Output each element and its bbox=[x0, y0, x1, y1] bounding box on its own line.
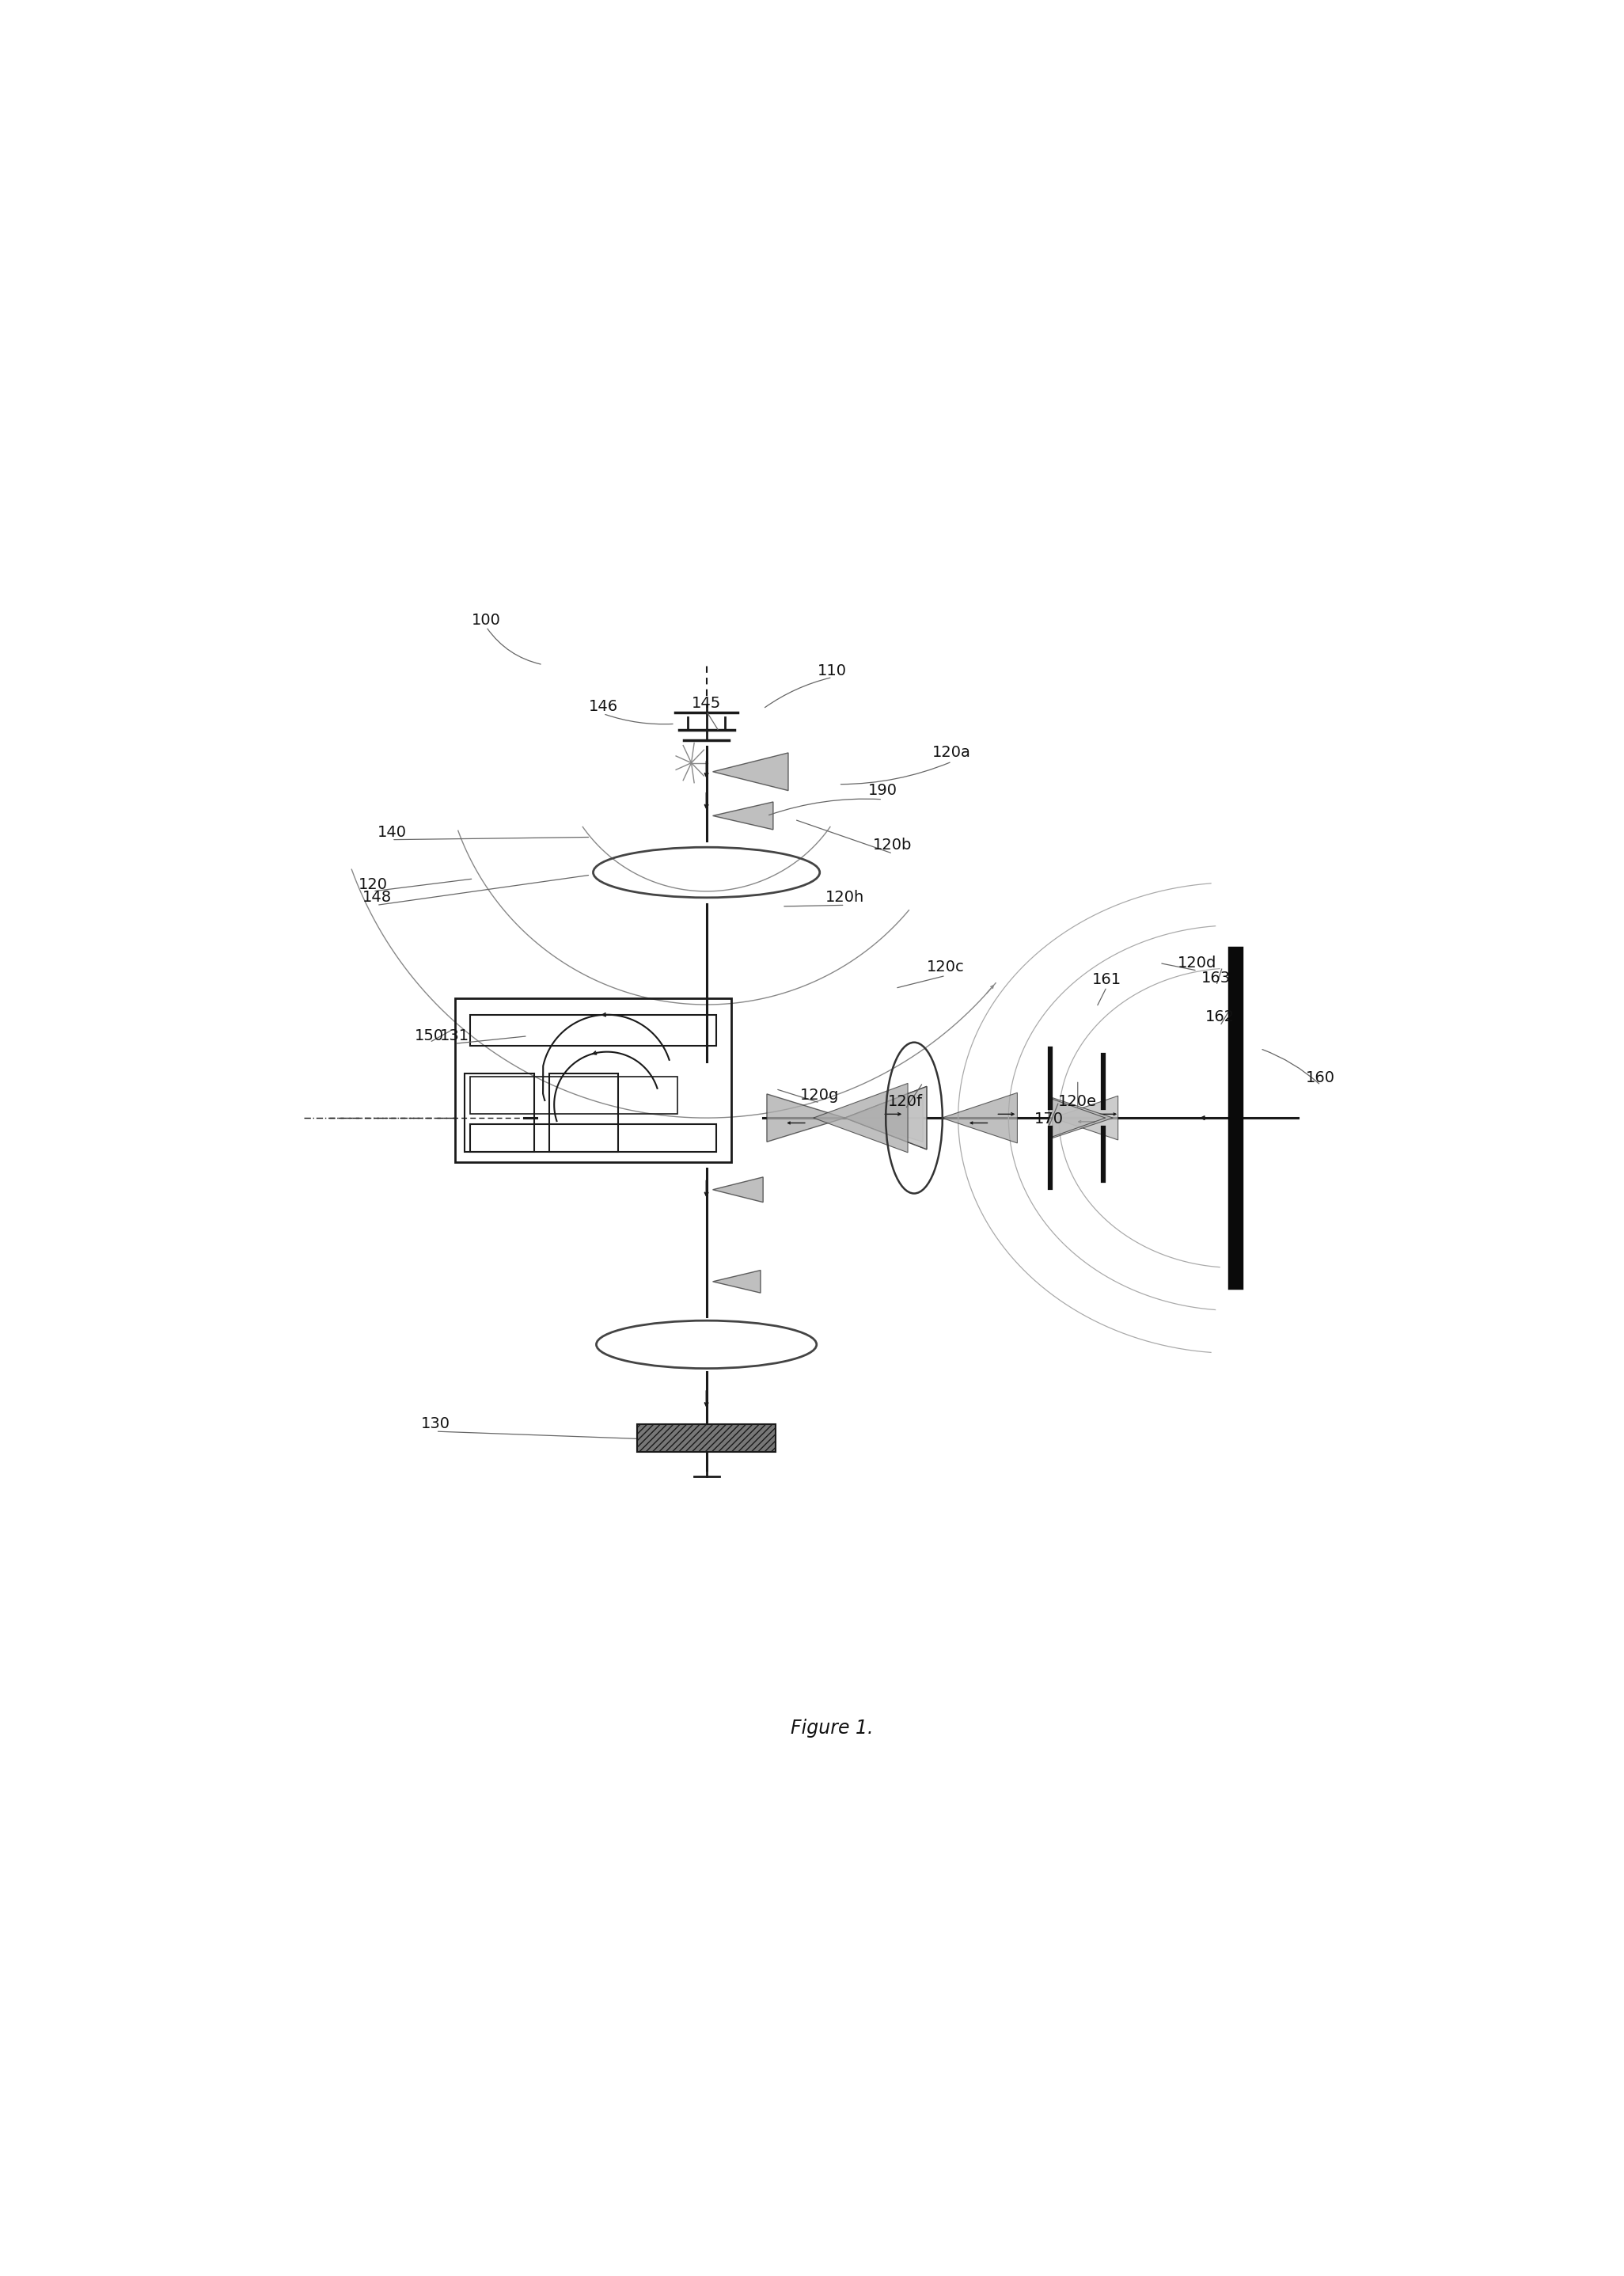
Text: 145: 145 bbox=[692, 696, 721, 710]
Text: 120c: 120c bbox=[927, 958, 965, 974]
Text: 120g: 120g bbox=[801, 1088, 840, 1104]
Text: 120b: 120b bbox=[874, 838, 913, 851]
Polygon shape bbox=[767, 1095, 844, 1143]
Polygon shape bbox=[942, 1092, 1017, 1143]
Text: Figure 1.: Figure 1. bbox=[791, 1718, 874, 1739]
Polygon shape bbox=[1052, 1095, 1117, 1140]
Text: 190: 190 bbox=[867, 783, 898, 799]
Text: 120f: 120f bbox=[888, 1095, 922, 1108]
Polygon shape bbox=[844, 1086, 927, 1149]
Bar bbox=[637, 1425, 776, 1452]
Polygon shape bbox=[1052, 1097, 1112, 1138]
Bar bbox=[455, 999, 731, 1163]
Text: 120: 120 bbox=[359, 879, 388, 892]
Text: 146: 146 bbox=[588, 699, 617, 715]
Text: 120a: 120a bbox=[932, 744, 971, 760]
Text: 100: 100 bbox=[471, 612, 500, 628]
Text: 162: 162 bbox=[1205, 1011, 1234, 1024]
Bar bbox=[464, 1074, 534, 1152]
Polygon shape bbox=[713, 801, 773, 831]
Text: 170: 170 bbox=[1034, 1111, 1064, 1127]
Text: 120h: 120h bbox=[825, 890, 864, 906]
Text: 163: 163 bbox=[1202, 970, 1231, 986]
Text: 110: 110 bbox=[817, 662, 848, 678]
Bar bbox=[469, 1077, 677, 1115]
Bar bbox=[469, 1124, 716, 1152]
Text: 140: 140 bbox=[377, 824, 406, 840]
Polygon shape bbox=[844, 1095, 922, 1143]
Polygon shape bbox=[1049, 1097, 1106, 1138]
Text: 120d: 120d bbox=[1177, 956, 1216, 970]
Polygon shape bbox=[814, 1083, 908, 1152]
Text: 120e: 120e bbox=[1059, 1095, 1098, 1108]
Polygon shape bbox=[713, 1177, 763, 1202]
Text: 130: 130 bbox=[421, 1416, 450, 1432]
Polygon shape bbox=[713, 1270, 760, 1293]
Text: 161: 161 bbox=[1091, 972, 1121, 988]
Text: 150: 150 bbox=[414, 1029, 445, 1045]
Text: 160: 160 bbox=[1306, 1070, 1335, 1086]
Text: 148: 148 bbox=[362, 890, 391, 906]
Bar bbox=[549, 1074, 619, 1152]
Bar bbox=[469, 1015, 716, 1047]
Polygon shape bbox=[713, 753, 788, 790]
Polygon shape bbox=[844, 1086, 927, 1149]
Text: 131: 131 bbox=[440, 1029, 469, 1045]
